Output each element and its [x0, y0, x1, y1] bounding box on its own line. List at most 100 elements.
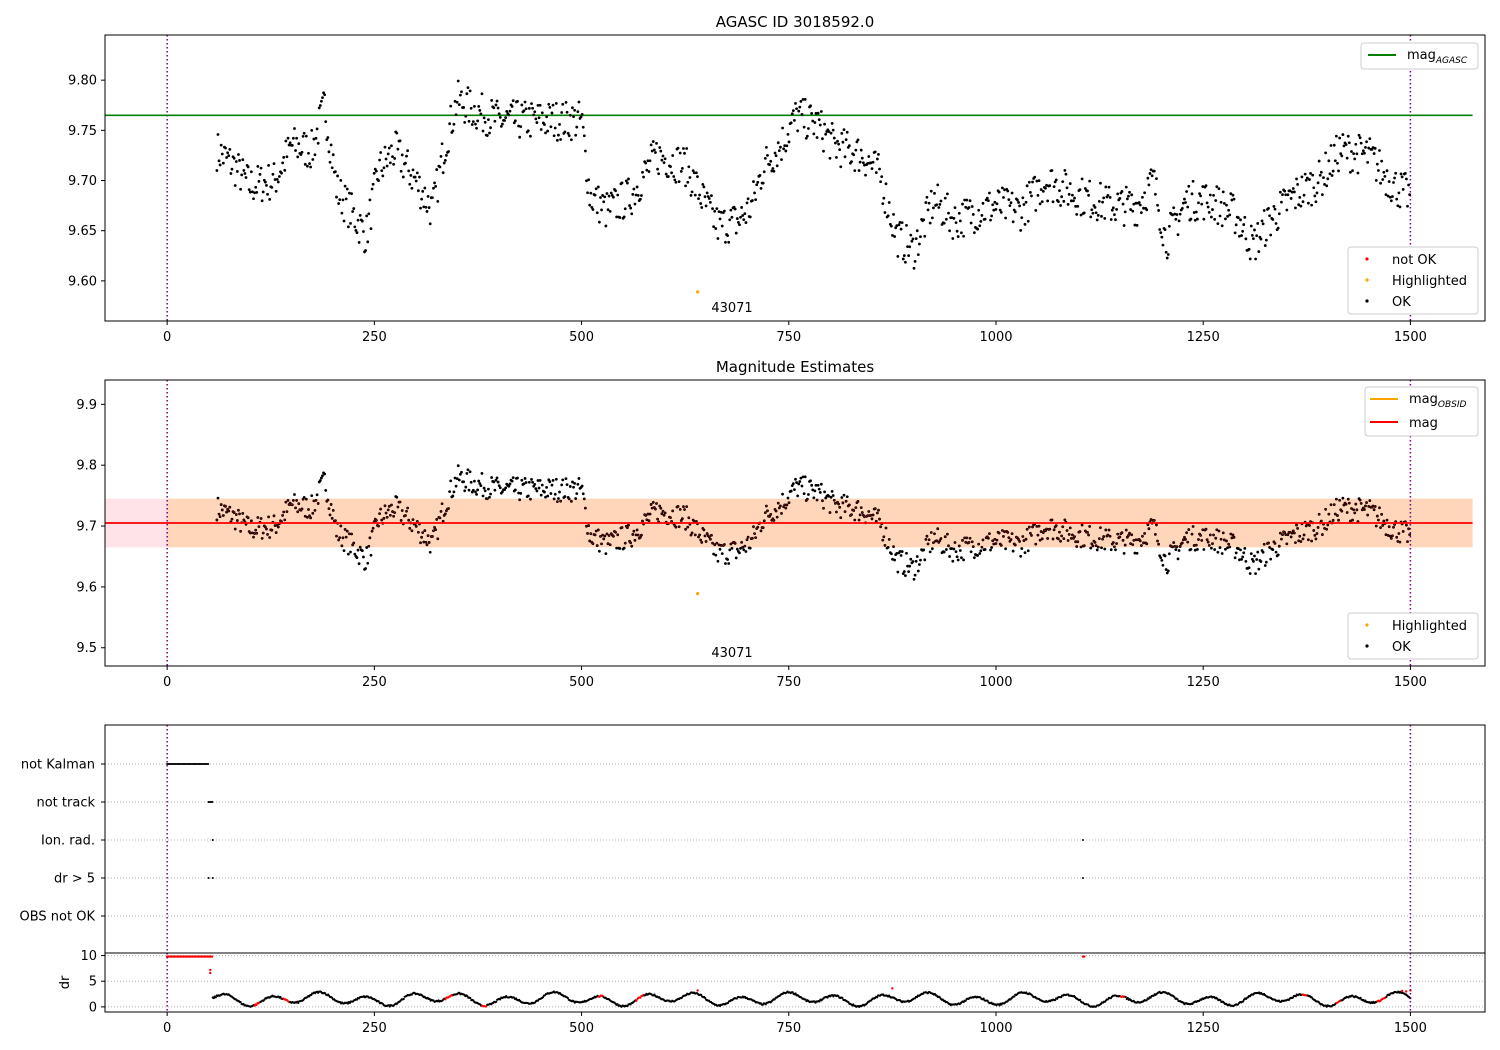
ok-point — [1263, 564, 1267, 567]
ok-point — [327, 150, 331, 154]
ok-point — [557, 497, 560, 500]
ok-point — [1225, 203, 1228, 207]
in-band-point — [634, 539, 636, 542]
in-band-point — [805, 499, 807, 502]
ok-point — [950, 216, 954, 220]
ok-point — [318, 479, 322, 482]
ok-point — [817, 487, 821, 491]
ok-point — [1173, 212, 1177, 216]
ok-point — [955, 229, 959, 233]
ok-point — [249, 170, 253, 174]
in-band-point — [834, 502, 837, 505]
in-band-point — [620, 527, 622, 529]
in-band-point — [703, 529, 705, 531]
in-band-point — [1390, 537, 1393, 540]
magnitude-panel: Magnitude Estimates 0 250 500 750 1000 1250 15… — [76, 358, 1486, 690]
ok-point — [957, 211, 961, 215]
ok-point — [951, 237, 955, 240]
in-band-point — [1309, 521, 1312, 523]
ok-point — [435, 168, 439, 171]
ok-point — [351, 210, 355, 213]
in-band-point — [1153, 519, 1155, 522]
ok-point — [960, 231, 963, 235]
ok-point — [845, 130, 849, 134]
in-band-point — [1078, 531, 1080, 533]
ok-point — [296, 155, 300, 159]
ok-point — [302, 496, 306, 499]
ok-point — [913, 260, 917, 263]
ok-point — [753, 191, 756, 195]
ok-point — [1023, 551, 1027, 555]
in-band-point — [1072, 537, 1075, 540]
ok-point — [1096, 213, 1100, 217]
in-band-point — [1313, 529, 1315, 532]
ok-point — [1193, 218, 1197, 222]
in-band-point — [295, 499, 298, 502]
ok-point — [814, 111, 818, 115]
ok-point — [854, 148, 858, 152]
ok-point — [356, 548, 360, 552]
in-band-point — [838, 506, 841, 509]
ok-point — [1380, 159, 1384, 163]
in-band-point — [1336, 514, 1339, 517]
ok-point — [490, 99, 494, 102]
ok-point — [356, 218, 360, 222]
dr-point — [847, 1000, 850, 1004]
in-band-point — [654, 508, 657, 510]
in-band-point — [740, 541, 743, 544]
ok-point — [744, 550, 748, 553]
ok-point — [739, 215, 742, 219]
ok-point — [858, 160, 862, 164]
in-band-point — [1281, 533, 1284, 536]
ok-point — [1384, 193, 1388, 197]
ok-point — [440, 142, 444, 146]
ok-point — [1301, 200, 1305, 204]
ok-point — [1095, 548, 1099, 552]
ok-point — [495, 476, 499, 480]
in-band-point — [1218, 530, 1220, 532]
ok-point — [1113, 213, 1116, 217]
ok-point — [1331, 169, 1335, 173]
ok-point — [816, 111, 820, 115]
ok-point — [1227, 208, 1231, 212]
ok-point — [801, 475, 805, 479]
in-band-point — [1404, 521, 1407, 523]
x-tick-label: 500 — [569, 330, 594, 345]
in-band-point — [1295, 524, 1298, 526]
ok-point — [893, 235, 897, 238]
highlighted-point — [696, 591, 700, 596]
ok-point — [459, 93, 462, 97]
in-band-point — [1087, 534, 1090, 536]
in-band-point — [335, 535, 338, 537]
ok-point — [635, 185, 639, 189]
ok-point — [478, 109, 482, 112]
ok-point — [360, 219, 364, 223]
ok-point — [1206, 205, 1210, 209]
ok-point — [277, 175, 281, 178]
in-band-point — [848, 504, 851, 506]
ok-point — [1160, 558, 1164, 562]
ok-point — [306, 164, 309, 168]
ok-point — [657, 172, 661, 176]
in-band-point — [1112, 541, 1115, 544]
ok-point — [1033, 175, 1037, 179]
ok-point — [357, 241, 361, 244]
ok-point — [631, 192, 635, 196]
flag-point — [1082, 839, 1085, 841]
in-band-point — [1197, 538, 1200, 541]
ok-point — [1000, 186, 1004, 190]
ok-point — [1204, 184, 1208, 188]
in-band-point — [1322, 523, 1325, 525]
ok-point — [449, 479, 453, 483]
ok-point — [497, 112, 501, 116]
ok-point — [423, 186, 427, 190]
ok-point — [469, 480, 473, 484]
in-band-point — [958, 545, 960, 547]
in-band-point — [1102, 535, 1105, 538]
ok-point — [263, 180, 267, 184]
ok-point — [961, 202, 964, 206]
ok-point — [547, 102, 551, 106]
ok-point — [702, 185, 706, 189]
ok-point — [463, 489, 467, 493]
ok-point — [696, 175, 699, 179]
